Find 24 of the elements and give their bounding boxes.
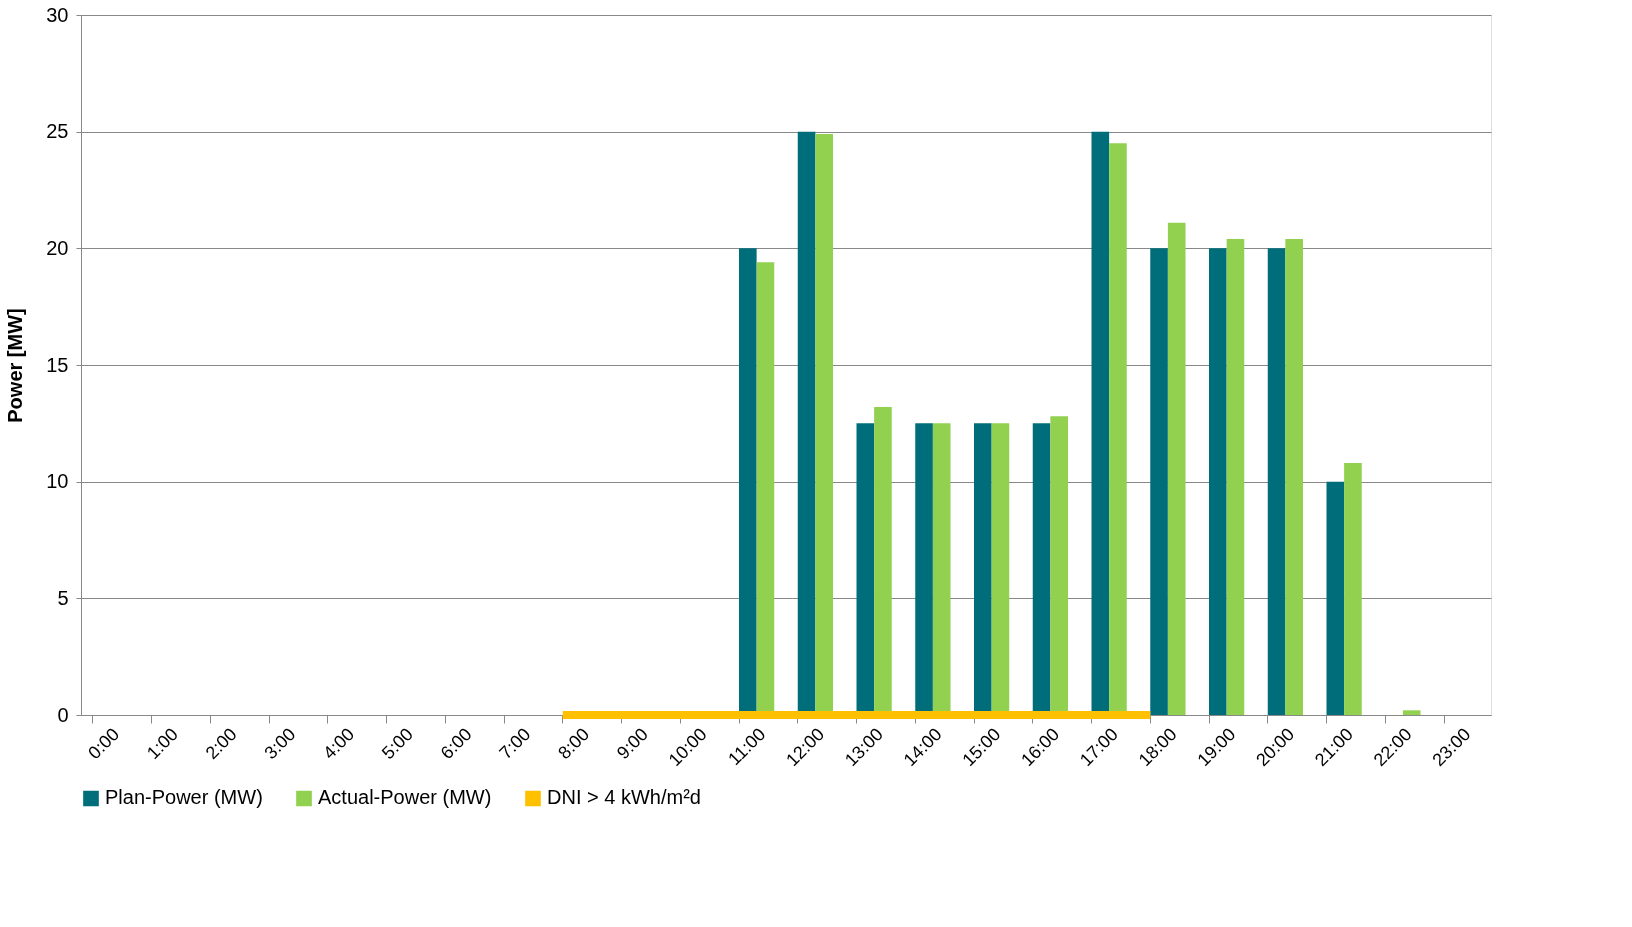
x-tick-label: 0:00 [84, 724, 124, 764]
bar [1150, 248, 1168, 715]
bar [1226, 239, 1245, 715]
legend-label: DNI > 4 kWh/m²d [547, 786, 701, 809]
x-tick-label: 7:00 [495, 724, 535, 764]
y-tick-label: 15 [46, 353, 69, 376]
x-tick-label: 4:00 [319, 724, 359, 764]
bar [1267, 248, 1286, 715]
y-axis-title: Power [MW] [4, 308, 27, 423]
bar [1209, 248, 1227, 715]
bar [1167, 222, 1186, 715]
y-tick-label: 20 [46, 236, 69, 259]
bar [1326, 481, 1345, 715]
bar [1344, 463, 1362, 715]
y-tick-label: 5 [57, 586, 69, 609]
y-tick-label: 30 [46, 3, 69, 26]
x-tick-label: 6:00 [436, 724, 476, 764]
bar [1285, 239, 1303, 715]
y-tick-label: 25 [46, 120, 69, 143]
legend-label: Actual-Power (MW) [318, 786, 492, 809]
y-tick-label: 10 [46, 470, 69, 493]
bar [1402, 710, 1421, 715]
legend-label: Plan-Power (MW) [105, 786, 263, 809]
y-tick-label: 0 [57, 703, 69, 726]
